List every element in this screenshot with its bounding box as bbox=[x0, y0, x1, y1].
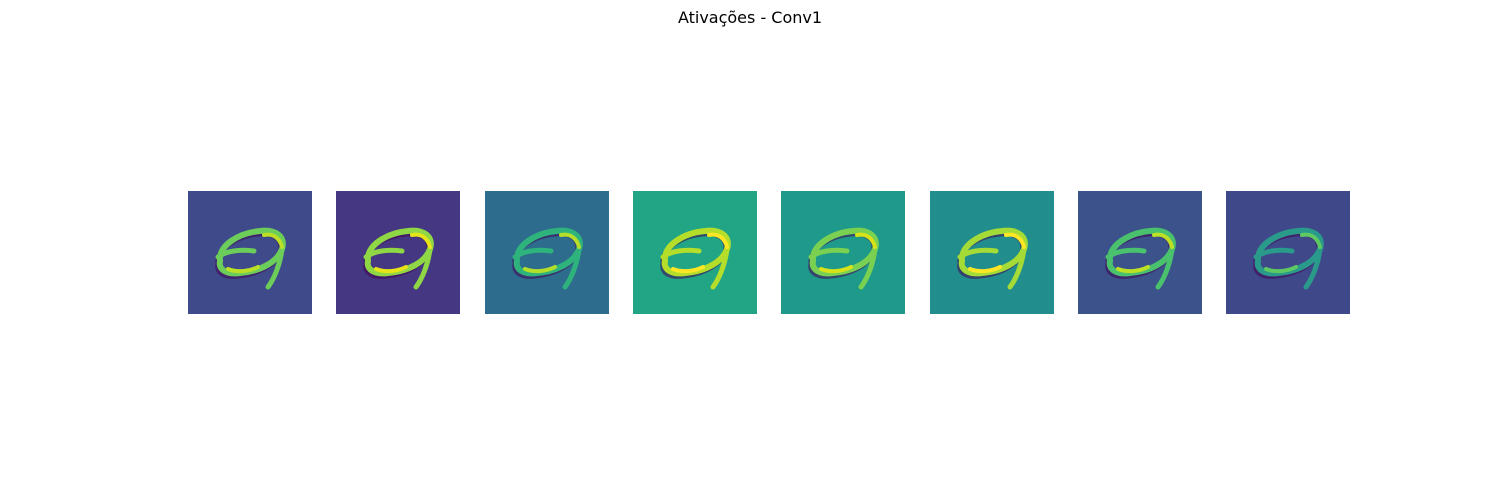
activation-map-8 bbox=[1226, 191, 1351, 314]
activation-stroke bbox=[957, 247, 998, 260]
activation-map-2 bbox=[336, 191, 461, 314]
activation-map-4-svg bbox=[632, 191, 757, 314]
activation-map-3-svg bbox=[484, 191, 609, 314]
activation-map-1 bbox=[188, 191, 312, 314]
activation-highlight bbox=[819, 232, 878, 274]
activation-highlight bbox=[374, 232, 433, 274]
activation-stroke bbox=[710, 246, 730, 290]
activation-map-5-svg bbox=[781, 191, 906, 314]
activation-highlight bbox=[1115, 232, 1174, 274]
activation-stroke bbox=[1303, 246, 1323, 290]
activation-stroke bbox=[562, 246, 582, 290]
activation-maps-row bbox=[188, 191, 1351, 314]
activation-map-6 bbox=[929, 191, 1054, 314]
activation-map-7-svg bbox=[1077, 191, 1202, 314]
activation-stroke bbox=[215, 247, 257, 260]
activation-map-7 bbox=[1077, 191, 1202, 314]
activation-highlight bbox=[522, 232, 581, 274]
activation-stroke bbox=[858, 246, 878, 290]
activation-stroke bbox=[660, 247, 702, 260]
activation-stroke bbox=[413, 246, 433, 290]
activation-stroke bbox=[363, 247, 405, 260]
activation-map-1-svg bbox=[188, 191, 312, 314]
activation-highlight bbox=[670, 232, 729, 274]
activation-stroke bbox=[808, 247, 850, 260]
activation-highlight bbox=[226, 232, 284, 274]
chart-title: Ativações - Conv1 bbox=[677, 8, 823, 27]
activation-stroke bbox=[1105, 247, 1147, 260]
activation-stroke bbox=[1155, 246, 1175, 290]
activation-map-5 bbox=[781, 191, 906, 314]
activation-map-8-svg bbox=[1226, 191, 1351, 314]
activation-map-6-svg bbox=[929, 191, 1054, 314]
activation-map-2-svg bbox=[336, 191, 461, 314]
activation-stroke bbox=[1253, 247, 1295, 260]
activation-map-3 bbox=[484, 191, 609, 314]
activation-stroke bbox=[512, 247, 554, 260]
activation-highlight bbox=[967, 232, 1026, 274]
activation-highlight bbox=[1264, 232, 1323, 274]
activation-map-4 bbox=[632, 191, 757, 314]
activation-stroke bbox=[1007, 246, 1026, 290]
activation-stroke bbox=[265, 246, 285, 290]
